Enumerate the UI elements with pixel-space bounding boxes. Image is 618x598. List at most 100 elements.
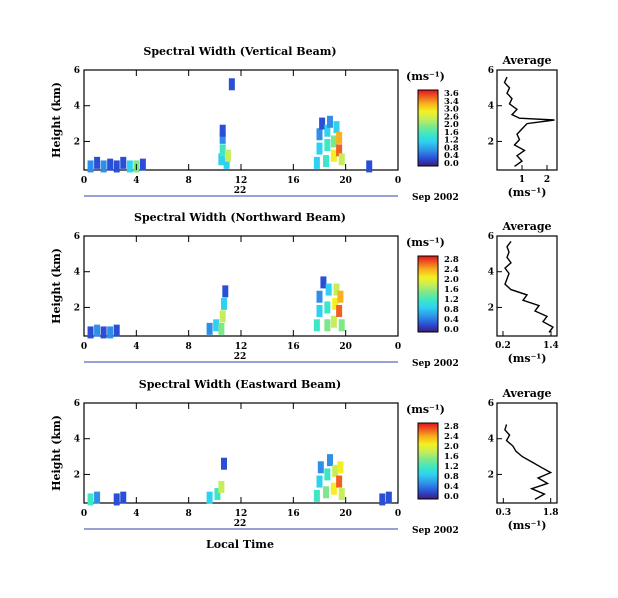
date-label: Sep 2002 [412, 359, 459, 369]
heatmap-cell [214, 488, 221, 501]
colorbar-tick-label: 3.4 [444, 97, 459, 107]
heatmap-cell [219, 131, 226, 144]
x-tick-label: 20 [339, 509, 352, 519]
panel-title: Spectral Width (Eastward Beam) [139, 378, 341, 391]
heatmap-cell [330, 149, 337, 162]
x-tick-label: 0 [81, 342, 87, 352]
panel-vertical-beam: Spectral Width (Vertical Beam) Height (k… [50, 45, 558, 203]
heatmap-cell [324, 139, 331, 151]
heatmap-cells [87, 276, 345, 339]
heatmap-cell [337, 290, 344, 303]
colorbar-tick-label: 0.0 [444, 325, 459, 335]
y-tick-label: 4 [74, 102, 80, 112]
heatmap-cell [87, 160, 94, 173]
heatmap-cell [336, 131, 343, 144]
heatmap-cell [126, 160, 133, 173]
heatmap-cell [320, 276, 327, 289]
average-x-tick-label: 0.2 [495, 341, 511, 351]
panel-title: Spectral Width (Vertical Beam) [143, 45, 336, 58]
colorbar-tick-label: 2.0 [444, 275, 459, 285]
average-x-tick-label: 2 [544, 175, 550, 185]
heatmap-cell [336, 144, 343, 157]
heatmap-cell [366, 160, 373, 173]
colorbar-tick-label: 0.4 [444, 151, 459, 161]
x-tick-label: 0 [81, 509, 87, 519]
heatmap-cell [324, 319, 331, 332]
heatmap-cell [94, 156, 101, 169]
heatmap-cell [219, 310, 226, 323]
x-ticks: 0 4 8 12 16 20 0 [81, 403, 401, 519]
average-y-ticks: 2 4 6 [488, 66, 502, 147]
heatmap-cell [220, 457, 227, 470]
heatmap-cell [332, 464, 339, 477]
heatmap-cell [113, 324, 120, 337]
heatmap-cell [220, 297, 227, 310]
panel-title: Spectral Width (Northward Beam) [134, 211, 346, 224]
colorbar-tick-label: 2.6 [444, 112, 459, 122]
x-tick-label: 8 [186, 342, 192, 352]
heatmap-cell [330, 315, 337, 328]
colorbar-tick-label: 1.2 [444, 295, 459, 305]
y-tick-label: 4 [74, 435, 80, 445]
colorbar-label: (ms⁻¹) [406, 70, 445, 83]
colorbar [417, 255, 439, 333]
heatmap-cell [323, 155, 330, 168]
heatmap-cell [113, 493, 120, 506]
y-axis-label: Height (km) [50, 248, 63, 324]
colorbar-ticks: 2.82.42.01.61.20.80.40.0 [444, 422, 459, 502]
x-tick-label: 0 [395, 176, 401, 186]
heatmap-cell [337, 461, 344, 474]
x-tick-label: 0 [395, 509, 401, 519]
average-y-tick-label: 4 [488, 435, 494, 445]
average-y-tick-label: 6 [488, 399, 494, 409]
x-tick-label: 20 [339, 342, 352, 352]
x-tick-label: 0 [81, 176, 87, 186]
average-frame [496, 235, 558, 337]
x-tick-label: 4 [133, 509, 139, 519]
average-y-ticks: 2 4 6 [488, 232, 502, 313]
heatmap-cell [338, 153, 345, 166]
day-label: 22 [234, 186, 247, 196]
colorbar-tick-label: 1.6 [444, 285, 459, 295]
heatmap-cell [316, 128, 323, 141]
y-ticks: 2 4 6 [74, 66, 90, 147]
heatmap-cell [206, 491, 213, 504]
y-axis-label: Height (km) [50, 82, 63, 158]
heatmap-cell [336, 475, 343, 488]
heatmap-cell [313, 489, 320, 502]
average-title: Average [501, 387, 551, 400]
average-x-ticks: 0.3 1.8 [495, 498, 559, 518]
x-tick-label: 16 [287, 176, 300, 186]
heatmap-cell [223, 156, 230, 169]
colorbar-ticks: 3.63.43.02.62.01.61.20.80.40.0 [444, 89, 459, 169]
heatmap-cell [94, 491, 101, 504]
date-label: Sep 2002 [412, 526, 459, 536]
heatmap-cell [107, 158, 114, 171]
plot-frame [83, 402, 399, 504]
date-label: Sep 2002 [412, 193, 459, 203]
heatmap-cell [325, 283, 332, 296]
heatmap-cell [313, 156, 320, 169]
colorbar-ticks: 2.82.42.01.61.20.80.40.0 [444, 255, 459, 335]
x-tick-label: 0 [395, 342, 401, 352]
plot-frame [83, 69, 399, 171]
heatmap-cell [222, 285, 229, 298]
average-x-label: (ms⁻¹) [508, 186, 547, 199]
heatmap-cell [87, 326, 94, 339]
heatmap-cell [330, 482, 337, 495]
heatmap-cell [336, 305, 343, 317]
heatmap-cell [228, 78, 235, 91]
heatmap-cell [218, 480, 225, 493]
colorbar-tick-label: 0.4 [444, 482, 459, 492]
x-tick-label: 16 [287, 342, 300, 352]
heatmap-cells [87, 454, 392, 506]
plot-frame [83, 235, 399, 337]
heatmap-cell [385, 491, 392, 504]
heatmap-cell [317, 461, 324, 474]
heatmap-cell [213, 319, 220, 332]
y-axis-label: Height (km) [50, 415, 63, 491]
colorbar [417, 422, 439, 500]
heatmap-cell [324, 301, 331, 314]
